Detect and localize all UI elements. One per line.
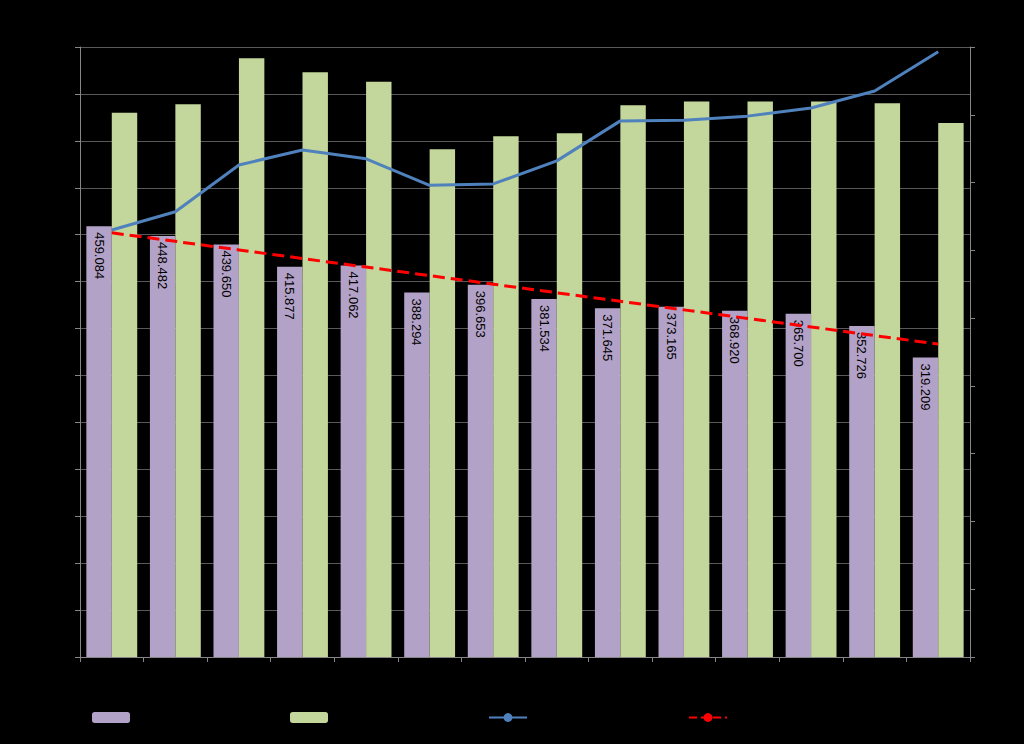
svg-text:388.294: 388.294 [409,299,424,346]
svg-text:439.650: 439.650 [219,250,234,297]
svg-text:396.653: 396.653 [473,291,488,338]
svg-text:368.920: 368.920 [727,317,742,364]
svg-text:381.534: 381.534 [537,305,552,352]
svg-text:319.209: 319.209 [918,363,933,410]
svg-text:365.700: 365.700 [791,320,806,367]
svg-text:352.726: 352.726 [854,332,869,379]
svg-text:448.482: 448.482 [155,242,170,289]
svg-text:417.062: 417.062 [346,272,361,319]
svg-text:371.645: 371.645 [600,314,615,361]
svg-text:415.877: 415.877 [282,273,297,320]
svg-text:459.084: 459.084 [92,232,107,279]
svg-text:373.165: 373.165 [664,313,679,360]
